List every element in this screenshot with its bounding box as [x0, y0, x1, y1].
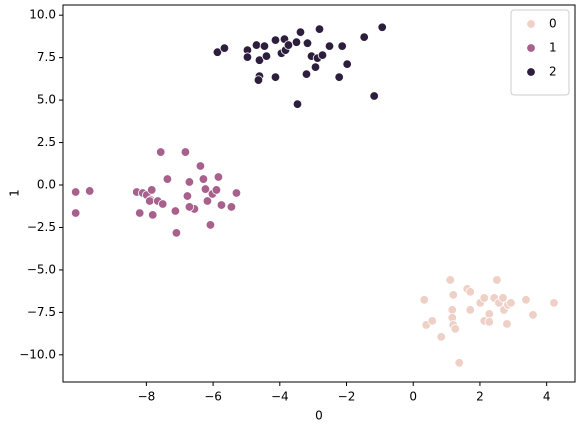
point	[528, 310, 538, 320]
y-tick-label: 0.0	[37, 178, 56, 192]
x-tick-label: −6	[204, 390, 222, 404]
point	[465, 287, 475, 297]
point	[369, 91, 379, 101]
point	[448, 290, 458, 300]
point	[295, 27, 306, 37]
point	[162, 174, 173, 184]
point	[231, 188, 242, 198]
point	[182, 191, 193, 201]
point	[184, 177, 195, 187]
point	[445, 275, 455, 285]
point	[436, 332, 446, 342]
point	[492, 275, 502, 285]
point	[254, 55, 265, 65]
point	[148, 210, 158, 220]
point	[334, 72, 344, 82]
legend-label: 2	[549, 65, 557, 79]
point	[302, 38, 313, 48]
legend-label: 0	[549, 17, 557, 31]
point	[419, 295, 429, 305]
point	[171, 228, 182, 238]
point	[251, 40, 262, 50]
point	[216, 200, 227, 210]
point	[292, 99, 303, 109]
plot-frame	[62, 4, 576, 383]
x-tick-label: 0	[409, 390, 417, 404]
y-tick-label: −2.5	[27, 220, 56, 234]
point	[314, 24, 325, 34]
point	[147, 185, 157, 195]
point	[195, 161, 206, 171]
y-tick-label: 10.0	[29, 8, 56, 22]
point	[521, 295, 531, 305]
point	[180, 147, 191, 157]
point	[156, 147, 166, 157]
point	[242, 52, 253, 62]
point	[479, 293, 489, 303]
legend-marker	[526, 67, 536, 77]
point	[170, 206, 181, 216]
point	[484, 309, 494, 319]
point	[253, 75, 264, 85]
point	[270, 72, 281, 82]
point	[202, 196, 213, 206]
y-tick-label: 5.0	[37, 93, 56, 107]
point	[506, 298, 516, 308]
point	[70, 187, 81, 197]
point	[219, 43, 230, 53]
point	[447, 305, 457, 315]
point	[454, 358, 464, 368]
point	[324, 41, 335, 51]
x-tick-label: 2	[476, 390, 484, 404]
point	[270, 35, 281, 45]
y-tick-label: −5.0	[27, 262, 56, 276]
x-tick-label: −2	[338, 390, 356, 404]
point	[145, 196, 155, 206]
point	[70, 208, 81, 218]
legend-label: 1	[549, 41, 557, 55]
x-tick-label: −4	[271, 390, 289, 404]
x-axis-label: 0	[315, 409, 323, 423]
point	[184, 202, 195, 212]
y-tick-label: −10.0	[19, 347, 56, 361]
x-tick-label: −8	[138, 390, 156, 404]
legend-marker	[526, 19, 536, 29]
point	[502, 319, 512, 329]
point	[211, 185, 222, 195]
point	[259, 41, 270, 51]
point	[84, 186, 95, 196]
y-tick-label: −7.5	[27, 305, 56, 319]
point	[212, 47, 223, 57]
point	[213, 172, 224, 182]
y-tick-label: 7.5	[37, 50, 56, 64]
point	[226, 202, 237, 212]
point	[342, 59, 352, 69]
point	[198, 174, 209, 184]
point	[310, 62, 321, 72]
point	[158, 199, 168, 209]
x-tick-label: 4	[543, 390, 551, 404]
legend-marker	[526, 43, 536, 53]
y-tick-label: 2.5	[37, 135, 56, 149]
point	[450, 324, 460, 334]
legend-box	[510, 9, 570, 96]
point	[427, 316, 437, 326]
point	[261, 51, 272, 61]
point	[359, 32, 369, 42]
point	[291, 37, 302, 47]
point	[200, 184, 211, 194]
point	[283, 40, 294, 50]
point	[549, 298, 559, 308]
point	[465, 305, 475, 315]
point	[484, 317, 494, 327]
point	[301, 69, 312, 79]
y-axis-label: 1	[8, 189, 22, 197]
point	[498, 293, 508, 303]
point	[377, 22, 387, 32]
point	[135, 208, 145, 218]
point	[317, 50, 328, 60]
point	[337, 41, 347, 51]
point	[205, 220, 216, 230]
